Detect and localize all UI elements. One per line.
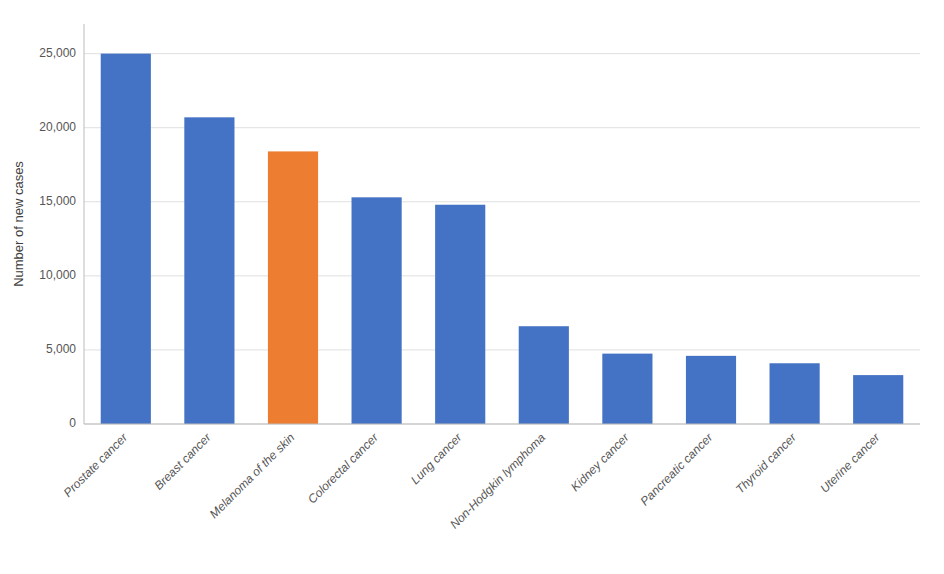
x-axis-line (84, 424, 920, 425)
bar (101, 54, 151, 424)
chart-svg: 0 5,000 10,000 15,000 20,000 25,000 Number of … (0, 0, 944, 574)
bar (268, 151, 318, 424)
y-tick-label: 25,000 (39, 46, 76, 60)
x-tick-label: Prostate cancer (61, 430, 131, 500)
y-axis-line (84, 24, 85, 424)
x-tick-label: Pancreatic cancer (638, 430, 717, 509)
x-tick-label: Colorectal cancer (305, 430, 382, 507)
y-tick-label: 20,000 (39, 120, 76, 134)
y-tick-label: 15,000 (39, 194, 76, 208)
y-axis-title: Number of new cases (11, 161, 26, 287)
bars (101, 54, 904, 424)
bar (352, 197, 402, 424)
x-tick-label: Lung cancer (408, 430, 465, 487)
x-tick-label: Kidney cancer (568, 430, 632, 494)
bar (184, 117, 234, 424)
chart-container: 0 5,000 10,000 15,000 20,000 25,000 Number of … (0, 0, 944, 574)
x-axis: Prostate cancer Breast cancerMelanoma of … (61, 430, 883, 532)
y-tick-label: 5,000 (46, 342, 76, 356)
bar (770, 363, 820, 424)
x-tick-label: Breast cancer (152, 430, 215, 493)
x-tick-label: Thyroid cancer (733, 430, 800, 497)
y-tick-label: 0 (69, 416, 76, 430)
grid-line (84, 53, 920, 54)
grid-line (84, 424, 920, 425)
x-tick-label: Melanoma of the skin (207, 430, 298, 521)
x-tick-label: Non-Hodgkin lymphoma (447, 430, 548, 531)
y-tick-label: 10,000 (39, 268, 76, 282)
bar (519, 326, 569, 424)
y-axis: 0 5,000 10,000 15,000 20,000 25,000 (39, 24, 84, 430)
bar (686, 356, 736, 424)
x-tick-label: Uterine cancer (817, 430, 883, 496)
page: {"chart_data": {"type": "bar", "categori… (0, 0, 944, 574)
grid (84, 54, 920, 424)
bar (435, 205, 485, 424)
bar (853, 375, 903, 424)
bar (602, 354, 652, 424)
